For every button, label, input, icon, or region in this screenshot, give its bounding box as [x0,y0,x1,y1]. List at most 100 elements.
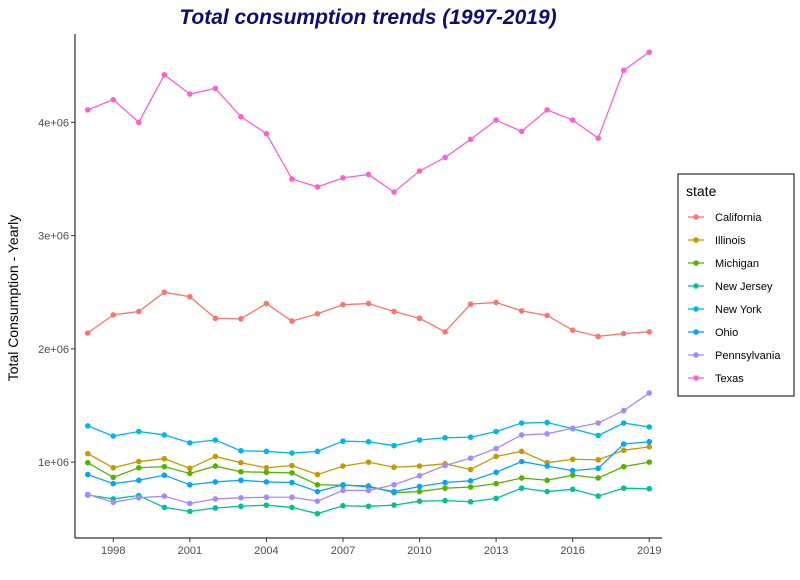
data-point-texas [238,113,244,120]
series-new-york [84,419,653,456]
data-point-new-york [544,419,550,426]
data-point-california [442,329,448,335]
data-point-michigan [212,463,219,469]
data-point-pennsylvania [110,499,117,506]
data-point-new-jersey [416,498,423,504]
data-point-texas [136,119,142,126]
legend-item-pennsylvania: Pennsylvania [688,350,781,362]
data-point-california [518,308,525,314]
data-point-california [569,327,576,333]
data-point-california [391,308,397,315]
data-point-pennsylvania [467,455,474,461]
data-point-illinois [212,453,219,460]
y-tick-label: 3e+06 [38,231,69,243]
data-point-new-york [110,433,117,439]
data-point-texas [340,175,346,181]
legend-item-illinois: Illinois [688,235,746,247]
data-point-california [161,289,168,296]
data-point-california [84,330,91,336]
legend-item-new-jersey: New Jersey [688,281,773,293]
data-point-pennsylvania [518,432,525,438]
data-point-illinois [620,447,627,454]
x-tick-label: 2007 [331,545,355,557]
data-point-new-jersey [238,503,244,510]
data-point-michigan [110,474,117,481]
data-point-new-jersey [263,502,270,508]
data-point-california [263,300,270,307]
data-point-illinois [646,444,653,450]
legend-key-michigan [693,260,699,266]
data-point-ohio [212,479,219,485]
x-tick-label: 2001 [178,545,202,557]
data-point-new-jersey [314,510,321,517]
x-tick-label: 2019 [637,545,661,557]
data-point-ohio [620,441,627,447]
data-point-pennsylvania [416,472,423,479]
data-point-illinois [493,453,499,460]
data-point-new-york [212,437,219,443]
data-point-texas [646,49,653,55]
data-point-california [110,312,117,318]
data-point-new-york [314,448,321,455]
data-point-texas [289,176,295,182]
legend-label-texas: Texas [715,373,744,385]
legend-label-california: California [715,212,762,224]
data-point-michigan [263,469,270,476]
data-point-ohio [84,471,91,478]
legend: state California Illinois Michigan New Jers… [677,173,795,397]
data-point-pennsylvania [212,496,219,502]
legend-item-ohio: Ohio [688,327,738,339]
data-point-michigan [569,472,576,478]
data-point-pennsylvania [289,494,295,501]
data-point-illinois [110,464,117,471]
data-point-michigan [289,470,295,476]
data-point-michigan [493,480,499,487]
series-line-new-york [87,421,650,454]
data-point-michigan [518,475,525,481]
data-point-pennsylvania [263,494,270,501]
data-point-new-jersey [595,493,601,499]
data-point-michigan [646,459,653,465]
data-point-new-jersey [365,503,372,510]
data-point-michigan [187,470,193,477]
data-point-illinois [467,466,474,473]
plot-area [84,49,653,517]
data-point-ohio [340,481,346,488]
data-point-ohio [493,469,499,476]
series-illinois [84,444,653,478]
data-point-california [136,308,142,315]
data-point-michigan [84,459,91,466]
data-point-new-jersey [442,497,448,504]
series-line-california [87,291,650,338]
data-point-pennsylvania [238,494,244,501]
series-pennsylvania [84,390,653,507]
y-tick-label: 1e+06 [38,457,69,469]
data-point-illinois [84,450,91,457]
x-tick-label: 1998 [101,545,125,557]
data-point-illinois [289,462,295,469]
data-point-new-york [416,437,423,443]
data-point-california [314,310,321,317]
data-point-texas [161,71,168,78]
data-point-new-york [161,432,168,438]
data-point-illinois [391,464,397,471]
data-point-new-york [442,434,448,441]
legend-key-pennsylvania [693,352,699,358]
data-point-illinois [569,456,576,463]
data-point-california [289,318,295,324]
data-point-illinois [314,471,321,478]
data-point-ohio [110,480,117,487]
data-point-illinois [238,459,244,466]
data-point-pennsylvania [646,390,653,396]
data-point-michigan [416,488,423,495]
data-point-ohio [442,479,448,486]
data-point-michigan [238,468,244,475]
data-point-new-york [238,447,244,454]
y-tick-label: 2e+06 [38,344,69,356]
series-california [84,289,653,340]
series-texas [84,49,653,195]
data-point-new-york [646,424,653,430]
data-point-pennsylvania [365,487,372,494]
data-point-new-jersey [467,498,474,505]
data-point-new-jersey [646,485,653,492]
